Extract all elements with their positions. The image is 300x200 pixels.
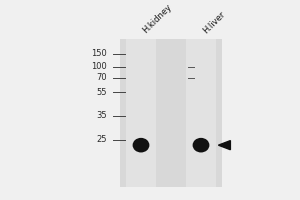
Text: 55: 55 (96, 88, 106, 97)
Text: 100: 100 (91, 62, 106, 71)
FancyBboxPatch shape (186, 39, 216, 187)
Text: 70: 70 (96, 73, 106, 82)
Polygon shape (218, 141, 230, 150)
FancyBboxPatch shape (120, 39, 222, 187)
Ellipse shape (133, 138, 149, 152)
Text: H.kidney: H.kidney (141, 3, 174, 35)
Text: H.liver: H.liver (201, 10, 227, 35)
Ellipse shape (193, 138, 209, 152)
Text: 25: 25 (96, 135, 106, 144)
FancyBboxPatch shape (126, 39, 156, 187)
Text: 35: 35 (96, 111, 106, 120)
Text: 150: 150 (91, 49, 106, 58)
